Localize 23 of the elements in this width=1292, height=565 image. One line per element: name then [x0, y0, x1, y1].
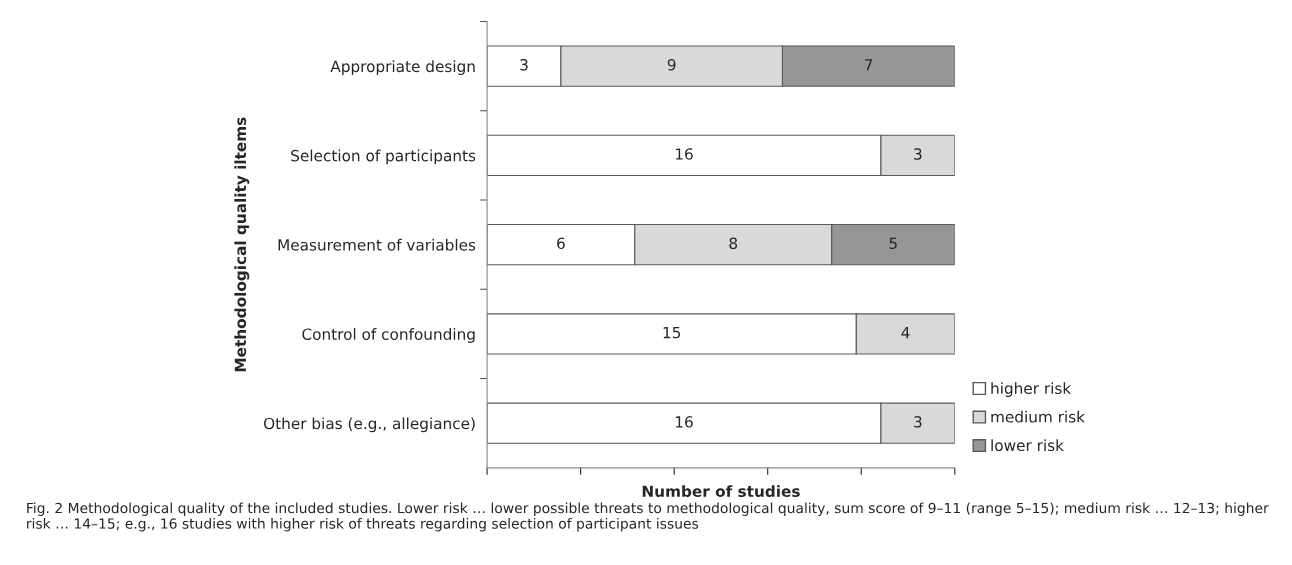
y-tick-label: Selection of participants: [291, 149, 476, 165]
data-label: 7: [865, 59, 873, 71]
data-label: 15: [663, 326, 681, 339]
data-label: 16: [675, 148, 693, 160]
data-label: 3: [914, 416, 922, 428]
data-label: 16: [675, 416, 693, 428]
data-label: 3: [520, 58, 528, 71]
data-label: 4: [901, 326, 910, 339]
data-label: 9: [667, 58, 676, 71]
x-axis-title: Number of studies: [642, 485, 800, 498]
legend-label: lower risk: [991, 439, 1064, 452]
y-axis-title: Methodological quality iltems: [234, 117, 250, 372]
data-label: 5: [889, 237, 897, 250]
y-tick-label: Appropriate design: [330, 60, 475, 76]
legend-label: medium risk: [991, 410, 1085, 423]
legend-label: higher risk: [991, 382, 1072, 397]
y-tick-label: Control of confounding: [302, 328, 475, 343]
data-label: 3: [914, 148, 922, 160]
data-label: 6: [557, 237, 565, 250]
y-tick-label: Other bias (e.g., allegiance): [263, 417, 475, 433]
data-label: 8: [729, 237, 738, 250]
y-tick-label: Measurement of variables: [278, 238, 476, 251]
caption: Fig. 2 Methodological quality of the included studies. Lower risk … lower possible threats to methodological quality, sum score of 9–11 (range 5–15); medium risk … 12–13; higher risk … 14–15; e.g., 16 studies with higher risk of threats regarding selection of participant issues: [27, 502, 1269, 532]
